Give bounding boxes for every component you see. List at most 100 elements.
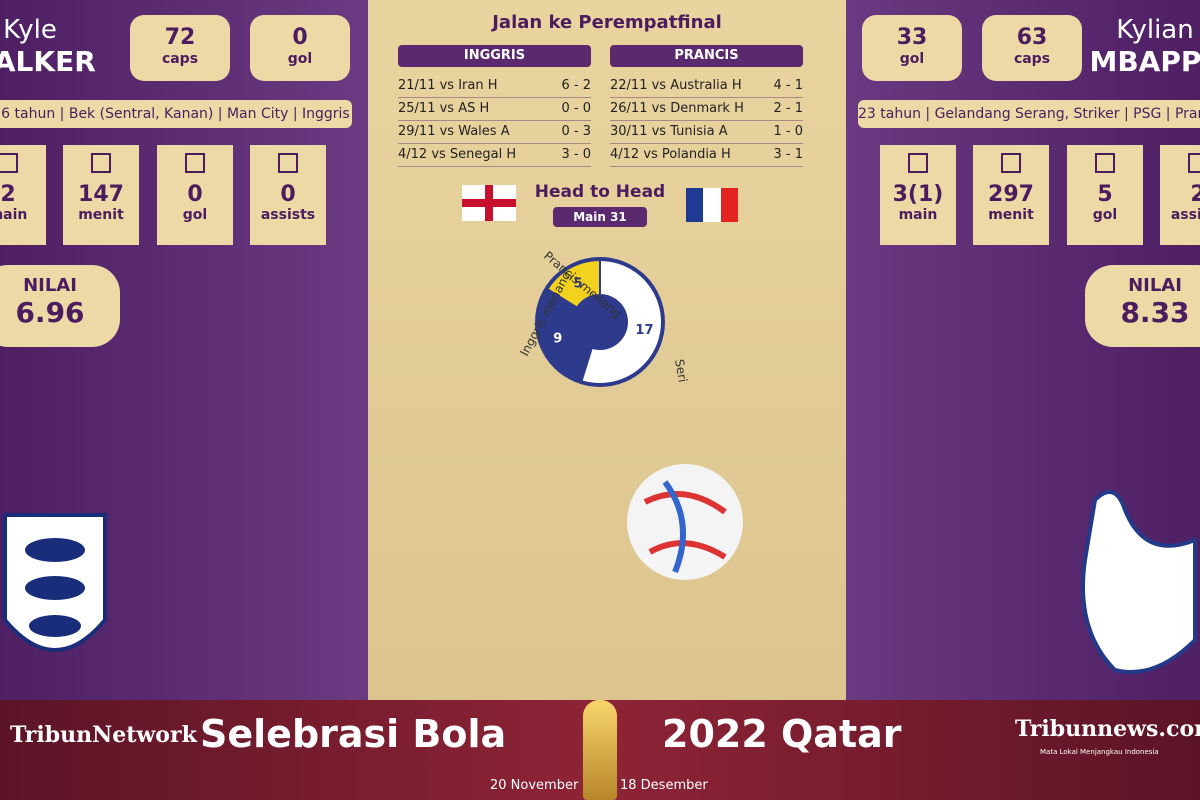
england-flag [462,185,516,221]
stat-value: 2 [1190,182,1200,207]
first-name: Kylian [1116,15,1194,45]
match-row: 4/12 vs Polandia H 3 - 1 [610,144,803,167]
donut-segment [537,287,594,383]
badge: 33 gol [862,15,962,81]
match: 4/12 vs Polandia H [610,147,731,162]
date-start: 20 November [490,778,579,793]
stat-label: assists [1170,207,1200,223]
match: 30/11 vs Tunisia A [610,124,728,139]
left-brand: TribunNetwork [10,722,197,748]
badge-label: caps [161,51,199,67]
stat-icon [1188,153,1200,173]
date-end: 18 Desember [620,778,708,793]
match-row: 21/11 vs Iran H 6 - 2 [398,75,591,98]
donut-label: 9 [553,332,562,347]
stat-value: 3(1) [892,182,944,207]
stat-box: 2assists [1160,145,1200,245]
stat-box: 5 gol [1067,145,1143,245]
england-crest [3,513,107,652]
team-header: PRANCIS [610,45,803,67]
rating-label: NILAI [23,275,77,296]
stat-label: main [898,207,938,223]
score: 6 - 2 [561,78,592,93]
match-row: 22/11 vs Australia H 4 - 1 [610,75,803,98]
rating-value: 6.96 [15,296,85,329]
match: 26/11 vs Denmark H [610,101,744,116]
match-row: 4/12 vs Senegal H 3 - 0 [398,144,591,167]
badge: 63 caps [982,15,1082,81]
h2h-sub: Main 31 [553,207,647,227]
stat-value: 2 [0,182,16,207]
stat-icon [908,153,928,173]
badge: 72 caps [130,15,230,81]
stat-label: menit [78,207,124,223]
player-name: KyleWALKER [0,15,100,78]
rating: NILAI 6.96 [0,265,120,347]
stat-icon [91,153,111,173]
h2h-title: Head to Head [534,182,666,202]
team-header: INGGRIS [398,45,591,67]
match-row: 26/11 vs Denmark H 2 - 1 [610,98,803,121]
player-name: KylianMBAPPE [1080,15,1200,78]
rating-value: 8.33 [1120,296,1190,329]
score: 4 - 1 [773,78,804,93]
match: 29/11 vs Wales A [398,124,510,139]
match: 21/11 vs Iran H [398,78,498,93]
stat-icon [1095,153,1115,173]
match-row: 25/11 vs AS H 0 - 0 [398,98,591,121]
player-info: 23 tahun | Gelandang Serang, Striker | P… [858,100,1200,128]
donut-segment [580,258,663,385]
last-name: MBAPPE [1089,45,1200,78]
donut-label: 5 [574,277,583,292]
first-name: Kyle [3,15,57,45]
rating-label: NILAI [1128,275,1182,296]
center-title: Jalan ke Perempatfinal [492,12,722,33]
stat-label: gol [182,207,208,223]
stat-label: gol [1092,207,1118,223]
score: 0 - 3 [561,124,592,139]
footer-title: Selebrasi Bola [200,712,507,756]
badge-value: 33 [896,25,928,50]
stat-icon [0,153,18,173]
match: 4/12 vs Senegal H [398,147,517,162]
stat-icon [1001,153,1021,173]
france-flag [686,188,738,222]
stat-icon [278,153,298,173]
match-row: 29/11 vs Wales A 0 - 3 [398,121,591,144]
stat-box: 147 menit [63,145,139,245]
player-info: 36 tahun | Bek (Sentral, Kanan) | Man Ci… [0,100,352,128]
score: 1 - 0 [773,124,804,139]
donut-label: 17 [635,323,653,338]
badge-value: 0 [292,25,308,50]
stat-box: 297 menit [973,145,1049,245]
score: 3 - 1 [773,147,804,162]
stat-box: 0 assists [250,145,326,245]
stat-label: assists [260,207,316,223]
stat-box: 2main [0,145,46,245]
score: 3 - 0 [561,147,592,162]
stat-box: 0 gol [157,145,233,245]
france-rooster [1081,490,1197,674]
right-brand: Tribunnews.com [1015,716,1200,742]
trophy [583,700,617,800]
stat-label: main [0,207,28,223]
badge-label: gol [287,51,313,67]
stat-value: 5 [1097,182,1113,207]
stat-box: 3(1) main [880,145,956,245]
badge: 0 gol [250,15,350,81]
badge-label: caps [1013,51,1051,67]
score: 0 - 0 [561,101,592,116]
match: 25/11 vs AS H [398,101,490,116]
stat-value: 0 [187,182,203,207]
stat-value: 297 [988,182,1034,207]
badge-value: 72 [164,25,196,50]
match: 22/11 vs Australia H [610,78,742,93]
last-name: WALKER [0,45,96,78]
tagline: Mata Lokal Menjangkau Indonesia [1040,748,1159,756]
stat-label: menit [988,207,1034,223]
legend-label: Seri [672,358,690,383]
badge-label: gol [899,51,925,67]
rating: NILAI 8.33 [1085,265,1200,347]
